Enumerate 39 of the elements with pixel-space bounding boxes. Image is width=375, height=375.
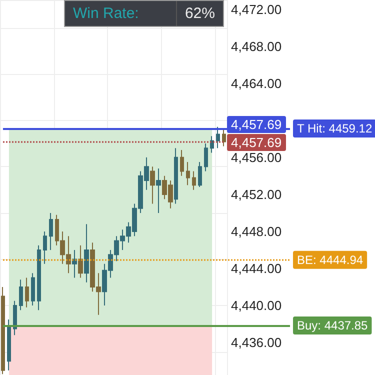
candlestick <box>186 162 190 186</box>
candlestick <box>31 272 35 306</box>
y-tick-label: 4,468.00 <box>231 38 282 54</box>
candlestick <box>192 170 196 190</box>
ref-line-label: BE: 4444.94 <box>297 252 364 267</box>
candlestick <box>180 150 184 176</box>
candlestick <box>222 129 226 147</box>
y-tick-label: 4,444.00 <box>231 261 282 276</box>
candlestick <box>43 230 47 264</box>
y-tick-label: 4,440.00 <box>231 298 282 314</box>
candlestick <box>72 250 77 278</box>
candlestick <box>216 126 220 149</box>
candlestick <box>174 148 178 204</box>
annotation: Win Rate: <box>72 5 140 22</box>
candlestick <box>204 143 208 172</box>
y-tick-label: 4,456.00 <box>231 150 282 165</box>
candlestick <box>7 318 11 371</box>
y-tick-label: 4,448.00 <box>231 224 282 239</box>
ref-line-label: Buy: 4437.85 <box>297 318 368 332</box>
candlestick <box>150 166 155 204</box>
annotation: 62% <box>176 1 223 26</box>
y-tick-label: 4,452.00 <box>231 186 282 202</box>
candlestick <box>49 212 53 250</box>
y-tick-label: 4,472.00 <box>231 2 282 17</box>
candlestick <box>198 162 202 188</box>
y-tick-label: 4,464.00 <box>231 76 282 91</box>
candlestick <box>78 244 83 278</box>
candlestick <box>13 300 17 336</box>
candlestick <box>19 279 23 311</box>
ref-line-label: T Hit: 4459.12 <box>297 122 372 136</box>
y-tick-label: 4,436.00 <box>231 335 282 350</box>
candlestick <box>84 224 89 283</box>
candlestick <box>1 286 5 375</box>
ref-line-label: 4,457.69 <box>227 134 286 151</box>
candlestick <box>156 168 161 214</box>
candlestick <box>37 244 41 311</box>
text: 4,457.69 <box>227 116 286 133</box>
candlestick <box>210 136 214 154</box>
candlestick <box>25 277 29 308</box>
